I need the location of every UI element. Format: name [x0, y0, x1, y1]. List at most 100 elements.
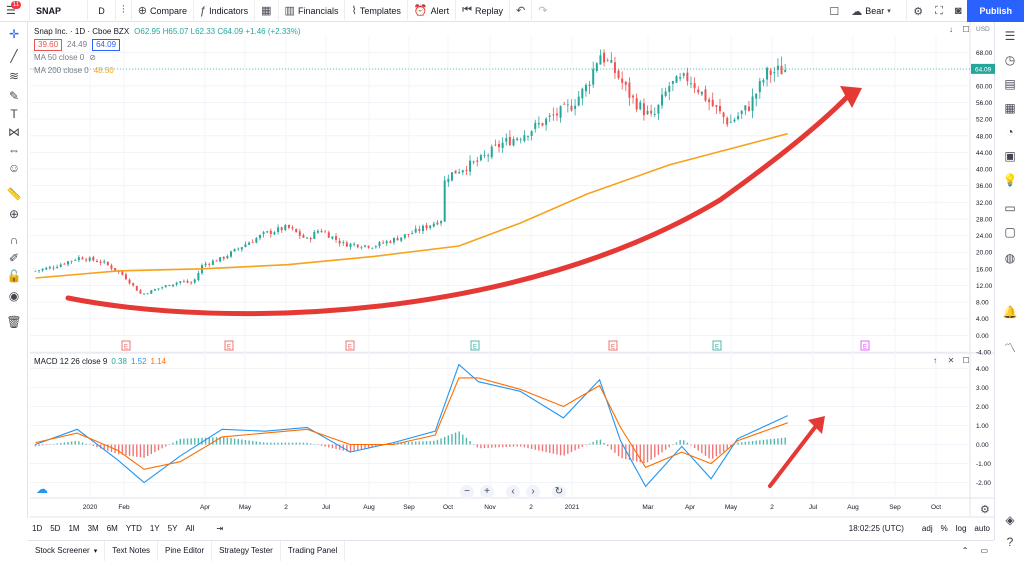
time-tick-label: Jul	[809, 504, 818, 511]
pane-up-icon[interactable]: ↑	[933, 356, 937, 365]
streams-icon[interactable]: ◍	[1004, 251, 1016, 265]
crosshair-icon[interactable]: ✛	[8, 27, 20, 41]
measure-range-icon[interactable]: ⇔	[8, 143, 20, 157]
ideas-lightbulb-icon[interactable]: 💡	[1002, 173, 1018, 187]
tab-trading-panel[interactable]: Trading Panel	[281, 540, 346, 561]
zoom-in-button[interactable]: +	[480, 485, 494, 499]
chart-type-button[interactable]: ⫶	[116, 0, 132, 22]
candle-body	[143, 293, 146, 295]
range-ytd[interactable]: YTD	[125, 523, 142, 533]
text-icon[interactable]: T	[10, 107, 18, 121]
bid-box[interactable]: 39.60	[34, 38, 63, 51]
candle-body	[487, 155, 490, 157]
goto-date-icon[interactable]: ⇥	[216, 523, 224, 533]
lock-drawing-icon[interactable]: ✐	[8, 251, 20, 265]
price-scale-down-icon[interactable]: ↓	[949, 25, 953, 34]
range-1y[interactable]: 1Y	[149, 523, 160, 533]
range-6m[interactable]: 6M	[106, 523, 118, 533]
macd-histogram-bar	[328, 444, 330, 448]
timer-icon[interactable]: ◔	[1006, 125, 1014, 139]
chat-icon[interactable]: ▭	[1004, 201, 1016, 215]
calendar-icon[interactable]: ▣	[1004, 149, 1016, 163]
range-1m[interactable]: 1M	[68, 523, 80, 533]
templates-button[interactable]: ⌇ Templates	[345, 0, 408, 22]
fullscreen-toggle-button[interactable]: ☐	[823, 0, 845, 22]
ma50-label[interactable]: MA 50 close 0	[34, 53, 85, 62]
range-1d[interactable]: 1D	[32, 523, 43, 533]
eye-icon[interactable]: ◉	[8, 289, 20, 303]
alert-button[interactable]: ⏰ Alert	[408, 0, 457, 22]
notifications-bell-icon[interactable]: 🔔	[1002, 305, 1018, 319]
emoji-icon[interactable]: ☺	[7, 161, 21, 175]
settings-button[interactable]: ⚙	[907, 0, 929, 22]
redo-button[interactable]: ↷	[532, 0, 553, 22]
maximize-panel-icon[interactable]: ▭	[980, 546, 988, 555]
help-icon[interactable]: ?	[1006, 535, 1014, 549]
ma200-label[interactable]: MA 200 close 0	[34, 66, 89, 75]
tab-text-notes[interactable]: Text Notes	[105, 540, 159, 561]
auto-toggle[interactable]: auto	[974, 523, 990, 533]
candle-body	[711, 99, 714, 107]
zoom-in-icon[interactable]: ⊕	[8, 207, 20, 221]
replay-button[interactable]: ⏮ Replay	[456, 0, 511, 22]
macd-histogram-bar	[722, 444, 725, 452]
tab-strategy-tester[interactable]: Strategy Tester	[212, 540, 281, 561]
clock-label[interactable]: 18:02:25 (UTC)	[848, 523, 904, 533]
range-5d[interactable]: 5D	[50, 523, 61, 533]
range-3m[interactable]: 3M	[87, 523, 99, 533]
scroll-left-button[interactable]: ‹	[506, 485, 520, 499]
price-tick-label: 8.00	[976, 300, 989, 307]
messages-icon[interactable]: ▢	[1004, 225, 1016, 239]
macd-histogram-bar	[603, 442, 605, 445]
macd-label[interactable]: MACD 12 26 close 9	[34, 357, 108, 366]
symbol-search[interactable]: SNAP	[30, 0, 88, 22]
publish-button[interactable]: Publish	[967, 0, 1024, 22]
fib-icon[interactable]: ≋	[8, 69, 20, 83]
adj-toggle[interactable]: adj	[921, 523, 933, 533]
log-toggle[interactable]: log	[955, 523, 967, 533]
earnings-marker-label: E	[611, 345, 615, 351]
candle-body	[302, 235, 305, 238]
percent-toggle[interactable]: %	[940, 523, 948, 533]
zoom-out-button[interactable]: −	[460, 485, 474, 499]
menu-button[interactable]: ☰ 11	[0, 0, 30, 22]
candles-icon: ⫶	[122, 4, 125, 16]
ask-box[interactable]: 64.09	[92, 38, 121, 51]
financials-button[interactable]: ▥ Financials	[279, 0, 346, 22]
snapshot-button[interactable]: ◙	[949, 0, 968, 22]
layout-name-button[interactable]: ☁ Bear ▾	[845, 0, 908, 22]
fullscreen-button[interactable]: ⛶	[929, 0, 949, 22]
layout-grid-button[interactable]: ▦	[255, 0, 279, 22]
undo-button[interactable]: ↶	[510, 0, 533, 22]
trash-icon[interactable]: 🗑	[6, 315, 22, 329]
scroll-right-button[interactable]: ›	[526, 485, 540, 499]
pattern-icon[interactable]: ⋈	[8, 125, 20, 139]
axis-settings-icon[interactable]: ⚙	[980, 504, 990, 516]
indicators-button[interactable]: ƒ Indicators	[194, 0, 256, 22]
macd-histogram-bar	[509, 444, 511, 447]
watchlist-icon[interactable]: ☰	[1004, 29, 1016, 43]
trend-up-icon[interactable]: 〽	[1003, 341, 1016, 355]
ruler-icon[interactable]: 📏	[6, 187, 22, 201]
layers-icon[interactable]: ◈	[1005, 513, 1015, 527]
brush-icon[interactable]: ✎	[8, 89, 20, 103]
tab-pine-editor[interactable]: Pine Editor	[158, 540, 213, 561]
interval-button[interactable]: D	[88, 0, 116, 22]
tab-stock-screener[interactable]: Stock Screener ▾	[28, 540, 106, 561]
trend-line-icon[interactable]: ╱	[10, 49, 18, 63]
price-scale-max-icon[interactable]: ☐	[962, 25, 970, 34]
collapse-panel-icon[interactable]: ⌃	[961, 546, 969, 555]
range-5y[interactable]: 5Y	[167, 523, 178, 533]
range-all[interactable]: All	[185, 523, 195, 533]
magnet-icon[interactable]: ∩	[9, 233, 19, 247]
news-icon[interactable]: ▤	[1004, 77, 1016, 91]
pane-close-icon[interactable]: ✕	[947, 356, 955, 365]
lock-icon[interactable]: 🔓	[6, 269, 22, 283]
pane-maximize-icon[interactable]: ☐	[962, 356, 970, 365]
data-window-icon[interactable]: ▦	[1004, 101, 1016, 115]
eye-off-icon[interactable]: ⊘	[89, 53, 96, 62]
compare-button[interactable]: ⊕ Compare	[132, 0, 194, 22]
reset-chart-button[interactable]: ↻	[552, 485, 566, 499]
alerts-clock-icon[interactable]: ◷	[1004, 53, 1016, 67]
